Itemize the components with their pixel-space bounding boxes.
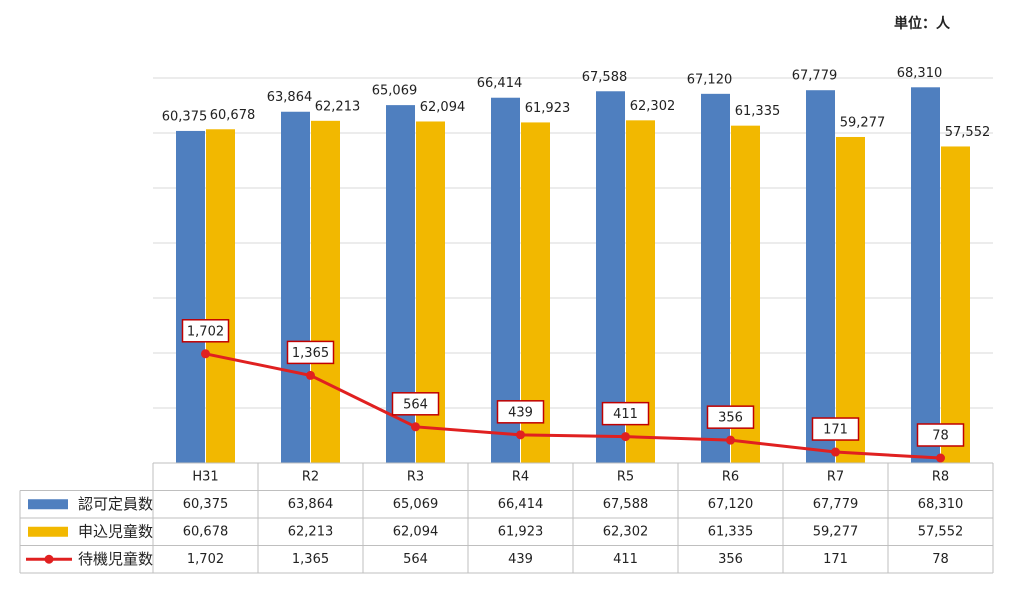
- bar-value-label: 62,302: [630, 99, 676, 114]
- label-box: [811, 417, 860, 441]
- table-value: 60,375: [183, 497, 229, 512]
- bar-value-label: 60,375: [162, 109, 208, 124]
- line-value-label: 171: [823, 423, 848, 438]
- unit-label: 単位：人: [894, 15, 951, 32]
- bar-value-label: 68,310: [897, 66, 943, 81]
- bar-value-label: 61,335: [735, 104, 781, 119]
- x-tick-label: R3: [407, 469, 424, 484]
- bar-value-label: 67,779: [792, 69, 838, 84]
- table-value: 1,702: [187, 552, 224, 567]
- table-value: 65,069: [393, 497, 439, 512]
- bar: [836, 136, 865, 463]
- table-value: 171: [823, 552, 848, 567]
- bar-value-label: 67,588: [582, 70, 628, 85]
- x-tick-label: R6: [722, 469, 739, 484]
- label-box: [181, 319, 230, 343]
- line-marker: [831, 447, 840, 457]
- legend-key: [28, 526, 68, 537]
- table-value: 62,213: [288, 524, 334, 539]
- table-value: 59,277: [813, 524, 859, 539]
- line-value-label: 1,702: [187, 324, 224, 339]
- x-tick-label: R2: [302, 469, 319, 484]
- line-marker: [411, 422, 420, 432]
- bar-value-label: 61,923: [525, 101, 571, 116]
- label-box: [916, 423, 965, 447]
- table-value: 68,310: [918, 497, 964, 512]
- bar: [701, 93, 730, 463]
- table-value: 60,678: [183, 524, 229, 539]
- bar-value-label: 59,277: [840, 115, 886, 130]
- table-value: 564: [403, 552, 428, 567]
- label-box: [706, 405, 755, 429]
- bar: [206, 129, 235, 463]
- bar-value-label: 60,678: [210, 108, 256, 123]
- line-marker: [306, 370, 315, 380]
- line-value-label: 78: [932, 428, 949, 443]
- legend-label: 待機児童数: [78, 550, 153, 568]
- bar: [911, 87, 940, 464]
- table-value: 411: [613, 552, 638, 567]
- bar: [311, 120, 340, 464]
- bar: [941, 146, 970, 464]
- line-value-label: 564: [403, 397, 428, 412]
- table-value: 57,552: [918, 524, 964, 539]
- bar-value-label: 62,094: [420, 100, 466, 115]
- table-value: 62,094: [393, 524, 439, 539]
- line-marker: [201, 349, 210, 359]
- line-marker: [516, 430, 525, 440]
- line: [205, 352, 941, 460]
- legend-label: 認可定員数: [78, 495, 153, 513]
- x-tick-label: H31: [192, 469, 218, 484]
- line-value-label: 439: [508, 405, 533, 420]
- table-value: 356: [718, 552, 743, 567]
- bar-value-label: 65,069: [372, 84, 418, 99]
- table-value: 61,923: [498, 524, 544, 539]
- line-marker: [621, 432, 630, 442]
- label-box: [391, 392, 440, 416]
- line-marker: [936, 453, 945, 463]
- table-value: 62,302: [603, 524, 649, 539]
- label-box: [601, 401, 650, 426]
- bar: [806, 90, 835, 463]
- bar-value-label: 62,213: [315, 99, 361, 114]
- legend-label: 申込児童数: [78, 522, 153, 540]
- bar: [596, 91, 625, 464]
- table-value: 66,414: [498, 497, 544, 512]
- table-value: 61,335: [708, 524, 754, 539]
- x-tick-label: R8: [932, 469, 949, 484]
- bar: [176, 130, 205, 463]
- table-value: 67,588: [603, 497, 649, 512]
- legend-key: [44, 554, 54, 564]
- bar: [281, 111, 310, 464]
- line-value-label: 411: [613, 407, 638, 422]
- legend-key: [28, 499, 68, 510]
- line-value-label: 356: [718, 411, 743, 426]
- label-box: [286, 340, 335, 365]
- table-value: 67,120: [708, 497, 754, 512]
- bar-value-label: 67,120: [687, 72, 733, 87]
- table-value: 67,779: [813, 497, 859, 512]
- table-value: 63,864: [288, 497, 334, 512]
- bar-value-label: 63,864: [267, 90, 313, 105]
- x-tick-label: R5: [617, 469, 634, 484]
- table-value: 1,365: [292, 552, 329, 567]
- table-value: 439: [508, 552, 533, 567]
- x-tick-label: R7: [827, 469, 844, 484]
- x-tick-label: R4: [512, 469, 529, 484]
- line-marker: [726, 435, 735, 445]
- table-value: 78: [932, 552, 949, 567]
- bar-value-label: 57,552: [945, 125, 991, 140]
- bar-value-label: 66,414: [477, 76, 523, 91]
- line-value-label: 1,365: [292, 346, 329, 361]
- label-box: [496, 400, 545, 424]
